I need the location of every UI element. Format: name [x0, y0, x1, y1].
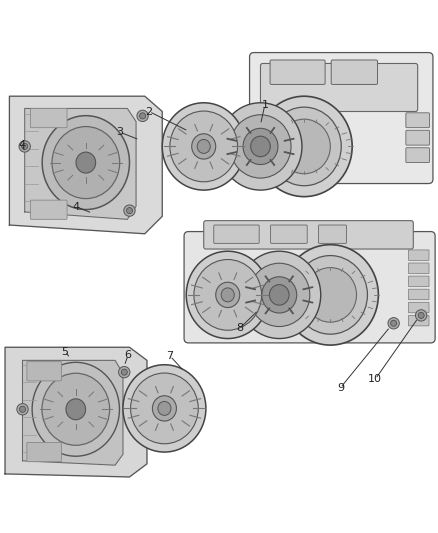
FancyBboxPatch shape: [204, 221, 413, 249]
Ellipse shape: [278, 119, 330, 174]
Ellipse shape: [170, 111, 237, 182]
Ellipse shape: [162, 103, 245, 190]
Ellipse shape: [238, 251, 321, 338]
Ellipse shape: [304, 268, 357, 322]
Circle shape: [121, 369, 127, 375]
FancyBboxPatch shape: [261, 63, 418, 111]
Polygon shape: [10, 96, 162, 234]
Ellipse shape: [219, 103, 302, 190]
Polygon shape: [5, 348, 147, 477]
Ellipse shape: [42, 373, 110, 445]
FancyBboxPatch shape: [406, 113, 429, 128]
Ellipse shape: [52, 126, 120, 199]
Ellipse shape: [269, 285, 289, 305]
FancyBboxPatch shape: [30, 108, 67, 128]
Ellipse shape: [131, 373, 198, 444]
FancyBboxPatch shape: [409, 316, 429, 326]
Text: 4: 4: [73, 201, 80, 212]
Text: 2: 2: [145, 107, 153, 117]
FancyBboxPatch shape: [409, 276, 429, 287]
Text: 5: 5: [61, 346, 68, 357]
Polygon shape: [25, 108, 136, 220]
Ellipse shape: [192, 134, 216, 159]
Ellipse shape: [186, 251, 269, 338]
Text: 4: 4: [18, 140, 25, 150]
Circle shape: [140, 113, 146, 119]
Circle shape: [388, 318, 399, 329]
Ellipse shape: [249, 263, 310, 327]
Ellipse shape: [267, 107, 341, 185]
Ellipse shape: [158, 401, 171, 415]
FancyBboxPatch shape: [406, 130, 429, 145]
Ellipse shape: [216, 282, 240, 308]
Circle shape: [416, 310, 427, 321]
Circle shape: [391, 320, 397, 326]
Text: 1: 1: [261, 100, 268, 110]
Ellipse shape: [66, 399, 85, 420]
Circle shape: [19, 406, 25, 413]
FancyBboxPatch shape: [270, 60, 325, 84]
Ellipse shape: [76, 152, 95, 173]
Ellipse shape: [262, 277, 297, 313]
Text: 9: 9: [337, 383, 344, 393]
Ellipse shape: [256, 96, 352, 197]
Circle shape: [137, 110, 148, 122]
Ellipse shape: [123, 365, 206, 452]
FancyBboxPatch shape: [331, 60, 378, 84]
FancyBboxPatch shape: [406, 148, 429, 163]
Circle shape: [17, 403, 28, 415]
FancyBboxPatch shape: [409, 263, 429, 273]
Ellipse shape: [42, 116, 130, 209]
Ellipse shape: [221, 288, 234, 302]
Text: 10: 10: [368, 374, 382, 384]
Circle shape: [119, 367, 130, 378]
Ellipse shape: [197, 140, 210, 154]
FancyBboxPatch shape: [30, 200, 67, 220]
FancyBboxPatch shape: [27, 442, 61, 462]
FancyBboxPatch shape: [318, 225, 346, 244]
FancyBboxPatch shape: [27, 362, 61, 381]
Circle shape: [19, 141, 30, 152]
Ellipse shape: [283, 245, 378, 345]
Polygon shape: [22, 360, 123, 465]
Text: 8: 8: [236, 324, 243, 334]
Circle shape: [21, 143, 28, 149]
Ellipse shape: [230, 115, 291, 178]
Text: 7: 7: [166, 351, 173, 361]
Ellipse shape: [152, 395, 177, 421]
Circle shape: [418, 312, 424, 318]
Ellipse shape: [194, 260, 261, 330]
Circle shape: [124, 205, 135, 216]
FancyBboxPatch shape: [250, 53, 433, 183]
Ellipse shape: [251, 136, 270, 157]
FancyBboxPatch shape: [214, 225, 259, 244]
FancyBboxPatch shape: [409, 302, 429, 313]
Circle shape: [127, 207, 133, 214]
FancyBboxPatch shape: [184, 231, 435, 343]
FancyBboxPatch shape: [271, 225, 307, 244]
Text: 3: 3: [116, 127, 123, 137]
Text: 6: 6: [125, 350, 132, 360]
FancyBboxPatch shape: [409, 289, 429, 300]
Ellipse shape: [293, 256, 367, 334]
Ellipse shape: [243, 128, 278, 165]
FancyBboxPatch shape: [409, 250, 429, 261]
Ellipse shape: [32, 362, 120, 456]
